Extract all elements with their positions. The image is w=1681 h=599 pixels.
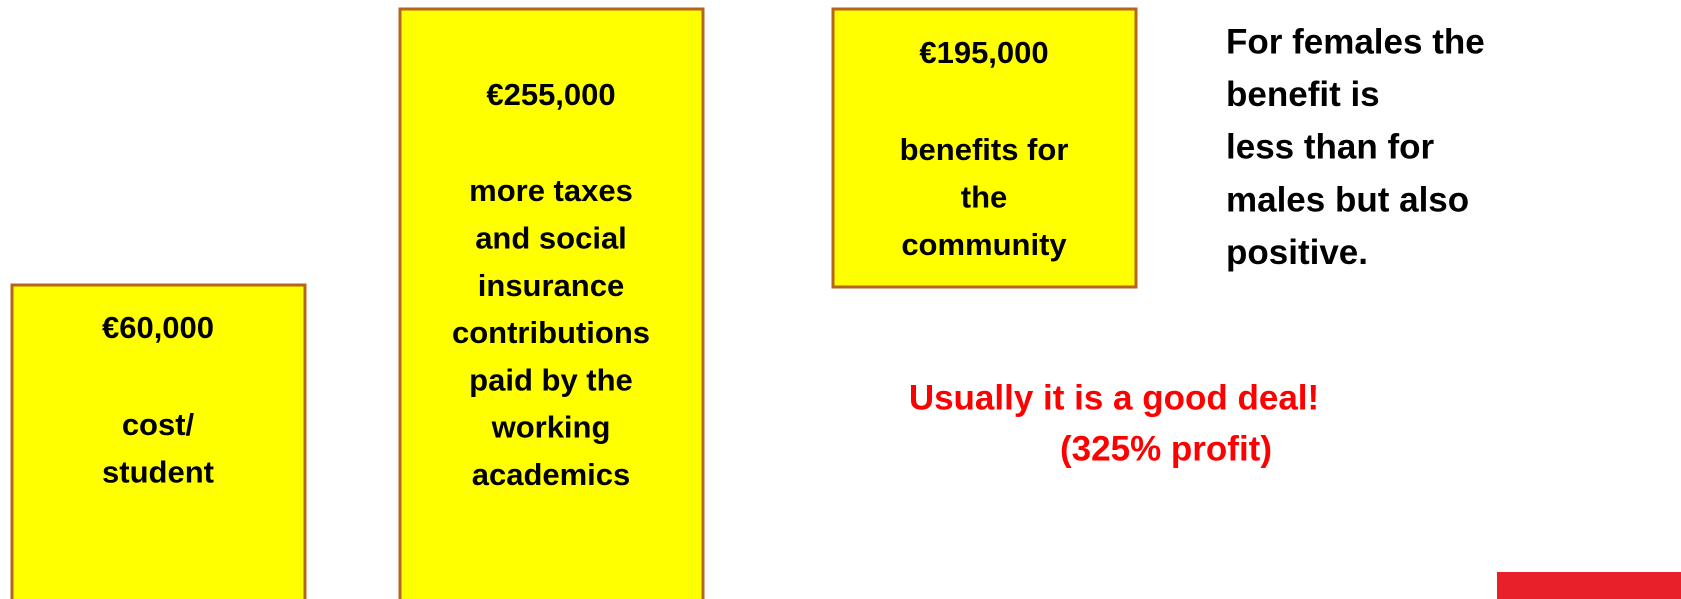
conclusion-text: Usually it is a good deal! [909, 378, 1319, 417]
conclusion-text: (325% profit) [1060, 429, 1272, 468]
note-text: less than for [1226, 128, 1434, 167]
box-amount: €255,000 [486, 77, 615, 112]
box-text: contributions [452, 315, 650, 350]
box-text: cost/ [122, 407, 195, 442]
box [10, 283, 307, 599]
box-text: paid by the [469, 362, 633, 397]
box-text: more taxes [469, 173, 633, 208]
note-text: benefit is [1226, 75, 1380, 114]
box-text: benefits for [900, 132, 1069, 167]
box-text: academics [472, 457, 631, 492]
box-text: and social [475, 220, 627, 255]
box-text: the [961, 179, 1008, 214]
box-text: community [901, 227, 1067, 262]
note-text: For females the [1226, 22, 1485, 61]
box-text: student [102, 454, 214, 489]
box [398, 7, 705, 599]
note-text: males but also [1226, 180, 1469, 219]
corner-bar [1497, 572, 1681, 599]
box-amount: €60,000 [102, 310, 214, 345]
box-text: working [491, 410, 611, 445]
box [831, 7, 1138, 289]
box-text: insurance [478, 268, 624, 303]
note-text: positive. [1226, 233, 1368, 272]
box-amount: €195,000 [919, 35, 1048, 70]
